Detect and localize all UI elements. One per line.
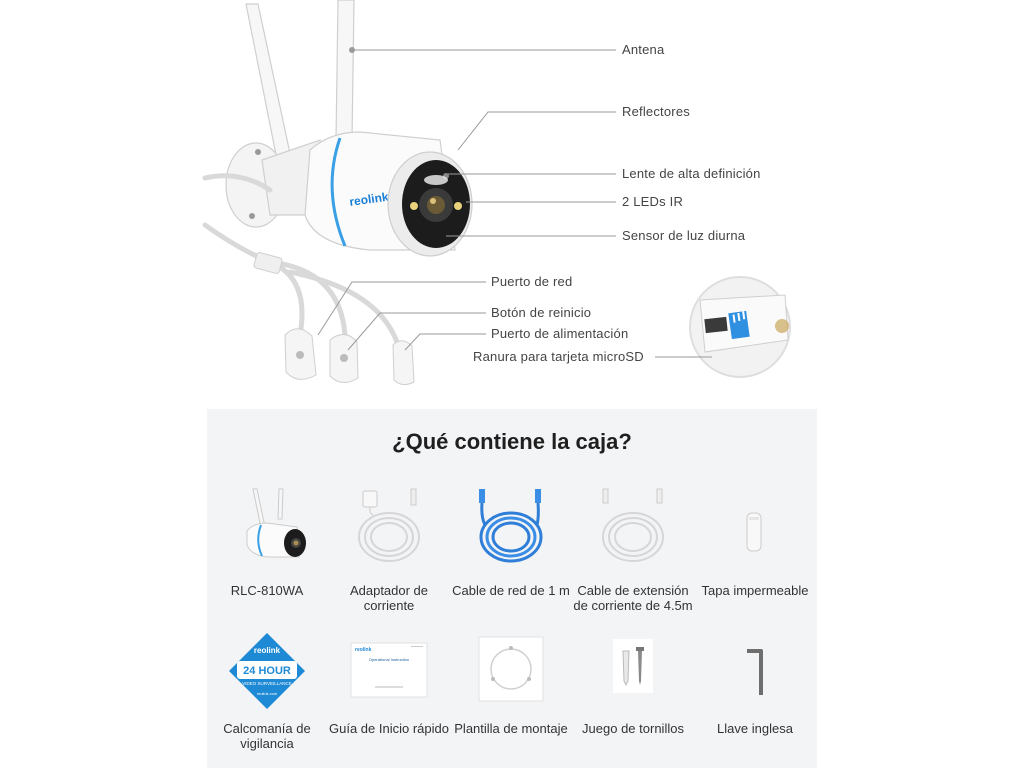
callout-power-port: Puerto de alimentación xyxy=(491,326,629,341)
box-item-extension-cable: Cable de extensión de corriente de 4.5m xyxy=(573,487,693,637)
guide-heading: Operational Instruction xyxy=(369,657,409,662)
box-item-quick-guide: reolink Operational Instruction Guía de … xyxy=(329,631,449,761)
extension-cable-icon xyxy=(602,488,664,562)
callout-ir-leds: 2 LEDs IR xyxy=(622,194,684,209)
box-item-label: Adaptador de corriente xyxy=(349,583,429,613)
box-item-screws: Juego de tornillos xyxy=(573,631,693,761)
power-adapter-icon xyxy=(358,488,420,562)
sticker-icon: reolink 24 HOUR VIDEO SURVEILLANCE reoli… xyxy=(229,633,305,709)
sticker-url: reolink.com xyxy=(257,691,278,696)
callout-antenna: Antena xyxy=(622,42,665,57)
connectors-illustration xyxy=(284,328,415,386)
box-item-label: Cable de extensión de corriente de 4.5m xyxy=(573,583,693,613)
mounting-template-icon xyxy=(478,636,544,702)
microsd-inset-illustration xyxy=(689,276,791,378)
callout-lens: Lente de alta definición xyxy=(622,166,761,181)
sticker-subtitle: VIDEO SURVEILLANCE xyxy=(242,681,291,686)
quick-guide-icon: reolink Operational Instruction xyxy=(350,642,428,698)
box-item-label: Llave inglesa xyxy=(717,721,793,736)
network-cable-icon xyxy=(479,489,543,563)
callout-microsd-slot: Ranura para tarjeta microSD xyxy=(473,349,644,364)
box-item-sticker: reolink 24 HOUR VIDEO SURVEILLANCE reoli… xyxy=(207,631,327,761)
waterproof-cap-icon xyxy=(746,512,762,552)
camera-body-illustration: reolink xyxy=(304,131,473,257)
camera-diagram: reolink xyxy=(202,0,791,386)
box-item-label: Calcomanía de vigilancia xyxy=(223,721,311,751)
box-item-waterproof-cap: Tapa impermeable xyxy=(695,487,815,637)
box-item-label: Tapa impermeable xyxy=(701,583,809,598)
box-contents-panel: ¿Qué contiene la caja? RLC-810WA xyxy=(207,409,817,768)
callout-daylight-sensor: Sensor de luz diurna xyxy=(622,228,746,243)
box-contents-title: ¿Qué contiene la caja? xyxy=(392,429,632,454)
box-item-label: RLC-810WA xyxy=(230,583,304,598)
camera-icon xyxy=(246,488,306,558)
guide-brand: reolink xyxy=(355,647,372,653)
callout-lines xyxy=(317,47,712,358)
box-item-network-cable: Cable de red de 1 m xyxy=(451,487,571,637)
box-item-label: Plantilla de montaje xyxy=(454,721,568,736)
box-item-hex-key: Llave inglesa xyxy=(695,631,815,761)
brand-logo: reolink xyxy=(348,190,389,209)
box-item-label: Guía de Inicio rápido xyxy=(329,721,449,736)
box-item-mounting-template: Plantilla de montaje xyxy=(451,631,571,761)
hex-key-icon xyxy=(747,649,763,695)
box-item-power-adapter: Adaptador de corriente xyxy=(329,487,449,637)
sticker-brand: reolink xyxy=(254,646,281,655)
box-item-label: Juego de tornillos xyxy=(582,721,684,736)
box-item-camera: RLC-810WA xyxy=(207,487,327,637)
screws-icon xyxy=(613,639,653,693)
callout-reflectors: Reflectores xyxy=(622,104,690,119)
sticker-headline: 24 HOUR xyxy=(243,665,291,677)
callout-network-port: Puerto de red xyxy=(491,274,573,289)
box-item-label: Cable de red de 1 m xyxy=(452,583,570,598)
callout-reset-button: Botón de reinicio xyxy=(491,305,592,320)
